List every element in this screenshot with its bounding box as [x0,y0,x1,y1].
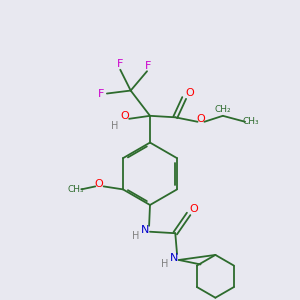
Text: O: O [185,88,194,98]
Text: H: H [132,231,140,241]
Text: F: F [117,59,124,69]
Text: O: O [190,204,198,214]
Text: F: F [145,61,152,71]
Text: O: O [120,111,129,122]
Text: F: F [98,88,105,98]
Text: CH₂: CH₂ [214,105,231,114]
Text: H: H [111,121,118,131]
Text: CH₃: CH₃ [67,185,84,194]
Text: CH₃: CH₃ [243,117,260,126]
Text: N: N [141,225,150,235]
Text: N: N [169,254,178,263]
Text: O: O [196,114,205,124]
Text: H: H [160,260,168,269]
Text: O: O [95,179,103,189]
